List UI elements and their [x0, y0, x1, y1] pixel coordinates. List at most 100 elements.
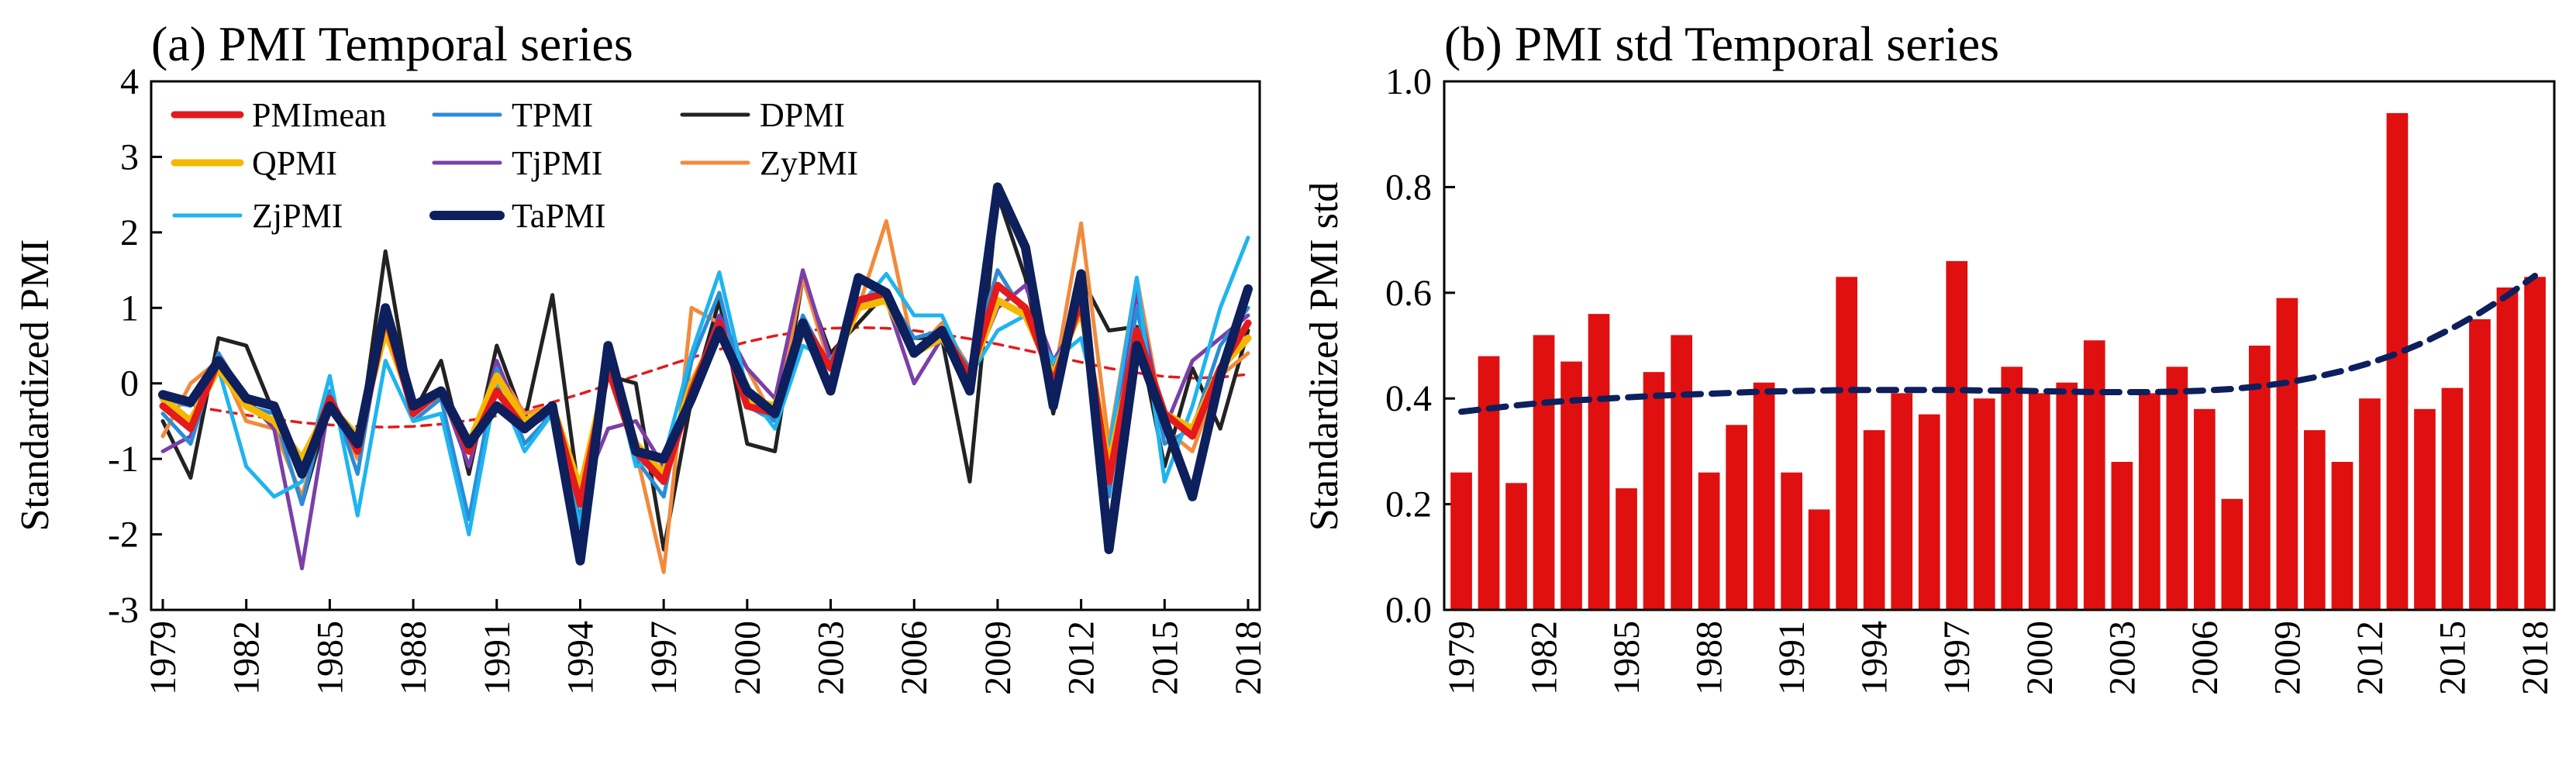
- panel-b-title: (b) PMI std Temporal series: [1444, 16, 1999, 71]
- legend-label: TPMI: [512, 96, 593, 134]
- x-tick-label: 1982: [226, 621, 267, 695]
- x-tick-label: 1979: [143, 621, 184, 695]
- bar-1996: [1918, 414, 1940, 610]
- series-line-tapmi: [158, 182, 1253, 566]
- x-tick-label: 2003: [811, 621, 852, 695]
- y-tick-label: 0.8: [1385, 167, 1432, 208]
- x-tick-label: 1979: [1441, 621, 1482, 695]
- legend-label: ZyPMI: [760, 144, 858, 182]
- bar-2007: [2221, 498, 2243, 610]
- bar-2015: [2441, 387, 2464, 610]
- bar-1998: [1973, 398, 1995, 610]
- panel-a-legend: PMImean TPMI DPMI QPMI TjPMI ZyPMI ZjPMI TaPMI: [171, 96, 858, 235]
- legend-label: TjPMI: [512, 144, 602, 182]
- panel-a: (a) PMI Temporal series Standardized PMI…: [13, 16, 1269, 695]
- y-tick-label: 4: [120, 61, 139, 102]
- bar-1992: [1808, 509, 1830, 610]
- x-tick-label: 1985: [1606, 621, 1647, 695]
- panel-a-y-axis: -3 -2 -1 0 1 2 3 4: [108, 61, 162, 631]
- x-tick-label: 1988: [1689, 621, 1730, 695]
- bar-2009: [2276, 298, 2298, 610]
- trend-line: [1458, 273, 2538, 415]
- bar-2005: [2166, 367, 2188, 610]
- legend-label: ZjPMI: [252, 197, 343, 235]
- bar-1994: [1863, 430, 1885, 610]
- x-tick-label: 1991: [477, 621, 518, 695]
- x-tick-label: 2018: [2515, 621, 2556, 695]
- bar-2018: [2524, 277, 2546, 610]
- legend-label: TaPMI: [512, 197, 606, 235]
- x-tick-label: 1991: [1771, 621, 1812, 695]
- bar-1979: [1450, 472, 1472, 610]
- panel-a-title: (a) PMI Temporal series: [151, 16, 633, 71]
- bar-2006: [2194, 408, 2216, 610]
- bar-1982: [1533, 335, 1555, 610]
- panel-b-bars: [1450, 112, 2546, 610]
- x-tick-label: 2009: [2267, 621, 2308, 695]
- x-tick-label: 2015: [2432, 621, 2473, 695]
- y-tick-label: -2: [108, 515, 139, 556]
- panel-b-trend: [1458, 273, 2538, 415]
- legend-label: PMImean: [252, 96, 387, 134]
- bar-2016: [2469, 319, 2491, 610]
- bar-2000: [2028, 393, 2050, 610]
- panel-a-x-axis: 1979 1982 1985 1988 1991 1994 1997 2000 2003 2006…: [143, 599, 1269, 695]
- x-tick-label: 2000: [2019, 621, 2060, 695]
- y-tick-label: 0.0: [1385, 590, 1432, 631]
- bar-1995: [1891, 393, 1913, 610]
- bar-2013: [2386, 112, 2409, 610]
- x-tick-label: 1988: [393, 621, 434, 695]
- x-tick-label: 2012: [2350, 621, 2391, 695]
- bar-1999: [2001, 367, 2023, 610]
- legend-label: DPMI: [760, 96, 845, 134]
- bar-1984: [1588, 314, 1610, 610]
- y-tick-label: 2: [120, 212, 139, 253]
- bar-2011: [2331, 462, 2354, 610]
- y-tick-label: 1.0: [1385, 61, 1432, 102]
- x-tick-label: 1994: [560, 621, 601, 695]
- x-tick-label: 2009: [978, 621, 1019, 695]
- x-tick-label: 2003: [2102, 621, 2143, 695]
- bar-1988: [1698, 472, 1720, 610]
- panel-a-frame: [150, 80, 1261, 611]
- bar-2001: [2056, 382, 2078, 610]
- panel-b-frame: [1443, 80, 2556, 611]
- bar-2010: [2304, 430, 2326, 610]
- y-tick-label: -3: [108, 590, 139, 631]
- x-tick-label: 1985: [309, 621, 350, 695]
- bar-2002: [2083, 340, 2105, 610]
- panel-b: (b) PMI std Temporal series Standardized…: [1302, 16, 2556, 695]
- bar-1985: [1616, 488, 1637, 610]
- panel-b-x-axis: 1979 1982 1985 1988 1991 1994 1997 2000 2003 2006…: [1441, 599, 2556, 695]
- x-tick-label: 2015: [1144, 621, 1185, 695]
- panel-a-ylabel: Standardized PMI: [13, 239, 57, 532]
- bar-2014: [2414, 408, 2436, 610]
- bar-1997: [1946, 260, 1968, 610]
- bar-2017: [2496, 288, 2519, 610]
- x-tick-label: 1997: [643, 621, 685, 695]
- bar-1991: [1781, 472, 1802, 610]
- bar-1981: [1505, 483, 1527, 610]
- x-tick-label: 2018: [1228, 621, 1269, 695]
- x-tick-label: 2006: [2185, 621, 2226, 695]
- x-tick-label: 1982: [1524, 621, 1565, 695]
- bar-1980: [1478, 356, 1500, 610]
- panel-b-ylabel: Standardized PMI std: [1302, 182, 1347, 532]
- y-tick-label: 0.6: [1385, 273, 1432, 314]
- y-tick-label: 1: [120, 288, 139, 329]
- x-tick-label: 1997: [1936, 621, 1978, 695]
- y-tick-label: 3: [120, 136, 139, 177]
- y-tick-label: 0: [120, 363, 139, 405]
- bar-2012: [2359, 398, 2381, 610]
- panel-a-series: [158, 182, 1253, 574]
- x-tick-label: 1994: [1854, 621, 1895, 695]
- x-tick-label: 2006: [894, 621, 935, 695]
- bar-1993: [1836, 277, 1857, 610]
- panel-b-y-axis: 0.0 0.2 0.4 0.6 0.8 1.0: [1385, 61, 1455, 631]
- y-tick-label: -1: [108, 439, 139, 480]
- bar-1987: [1671, 335, 1692, 610]
- bar-2004: [2139, 393, 2160, 610]
- bar-2003: [2111, 462, 2133, 610]
- bar-1989: [1726, 425, 1747, 610]
